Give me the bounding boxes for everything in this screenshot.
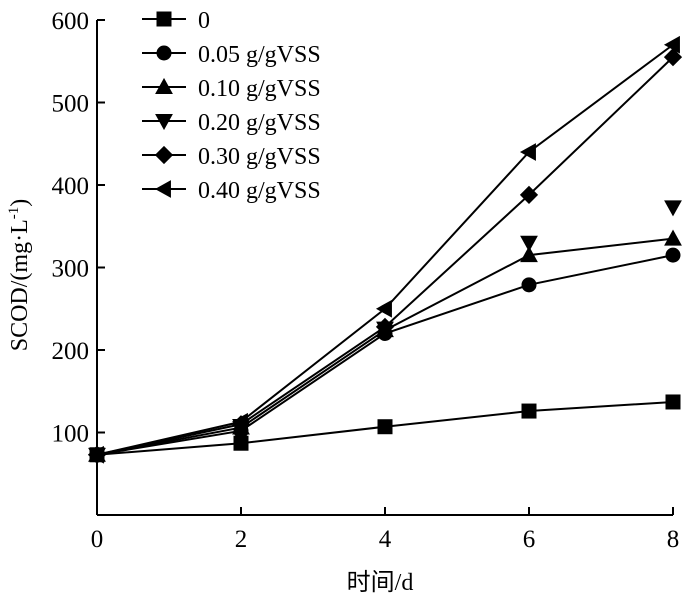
legend-label: 0.05 g/gVSS [198,42,321,68]
legend-label: 0 [198,8,210,34]
data-point [231,412,248,431]
y-tick-label: 600 [52,8,90,35]
series-markers [87,35,683,464]
legend: 0 0.05 g/gVSS 0.10 g/gVSS 0.20 g/gVSS 0.30 g… [142,8,321,204]
legend-marker [156,11,172,27]
legend-marker [156,45,172,61]
data-point [521,403,537,419]
data-point [664,229,682,246]
y-tick-label: 500 [52,91,90,118]
y-axis-label-main: SCOD/(mg·L [7,219,33,351]
legend-label: 0.30 g/gVSS [198,144,321,170]
legend-label: 0.10 g/gVSS [198,76,321,102]
data-point [665,247,681,263]
x-tick-label: 6 [523,526,536,553]
y-tick-label: 400 [52,173,90,200]
data-point [664,200,682,217]
x-tick-label: 2 [235,526,248,553]
axis-labels: 时间/d SCOD/(mg·L-1) [6,199,413,596]
data-point [519,143,536,161]
data-point [375,299,392,318]
y-axis-label-superscript: -1 [6,207,22,220]
data-point [663,35,680,54]
data-point [665,394,681,410]
series-line [96,56,674,456]
y-tick-label: 200 [52,338,90,365]
y-axis-label-suffix: ) [7,199,33,207]
series-lines [96,43,674,456]
legend-marker [154,180,171,198]
legend-marker [155,114,173,131]
data-point [377,419,393,435]
data-point [519,185,539,205]
legend-marker [155,77,173,94]
series-line [96,43,674,456]
data-point [520,246,538,263]
y-tick-label: 100 [52,421,90,448]
x-tick-label: 8 [667,526,680,553]
axes: 100 200 300 400 500 600 0 2 4 6 8 [52,8,680,553]
legend-label: 0.20 g/gVSS [198,110,321,136]
y-tick-label: 300 [52,256,90,283]
data-point [87,445,104,464]
legend-marker [154,145,174,165]
legend-label: 0.40 g/gVSS [198,178,321,204]
y-axis-label: SCOD/(mg·L-1) [6,199,33,352]
x-tick-label: 0 [91,526,104,553]
x-tick-label: 4 [379,526,392,553]
data-point [375,317,395,337]
data-point [521,277,537,293]
data-point [520,235,538,252]
data-point [663,48,683,67]
x-axis-label: 时间/d [347,569,414,596]
